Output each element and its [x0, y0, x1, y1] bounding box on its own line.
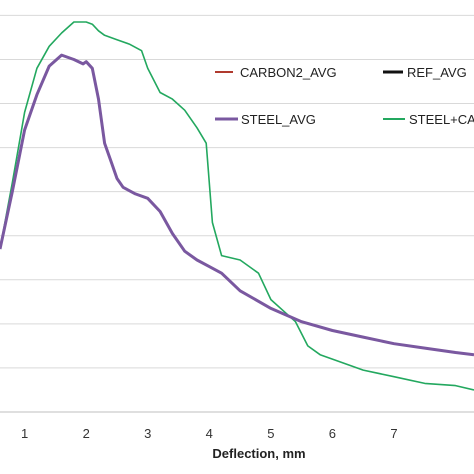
x-tick-label: 3	[144, 426, 151, 441]
x-tick-label: 2	[83, 426, 90, 441]
series-lines	[0, 21, 474, 391]
legend-label-ref-avg: REF_AVG	[407, 65, 467, 80]
legend-label-steel-avg: STEEL_AVG	[241, 112, 316, 127]
series-line-steel-avg	[0, 53, 474, 357]
x-tick-label: 5	[267, 426, 274, 441]
x-tick-label: 7	[390, 426, 397, 441]
legend: CARBON2_AVG REF_AVG STEEL_AVG STEEL+CAR	[215, 65, 474, 127]
x-tick-label: 4	[206, 426, 213, 441]
gridlines	[0, 14, 474, 369]
legend-label-steel-car: STEEL+CAR	[409, 112, 474, 127]
x-axis-title: Deflection, mm	[212, 446, 305, 461]
x-tick-label: 1	[21, 426, 28, 441]
legend-label-carbon2-avg: CARBON2_AVG	[240, 65, 337, 80]
x-tick-label: 6	[329, 426, 336, 441]
series-line-steel-car	[0, 21, 474, 391]
x-tick-labels: 1 2 3 4 5 6 7	[21, 426, 398, 441]
